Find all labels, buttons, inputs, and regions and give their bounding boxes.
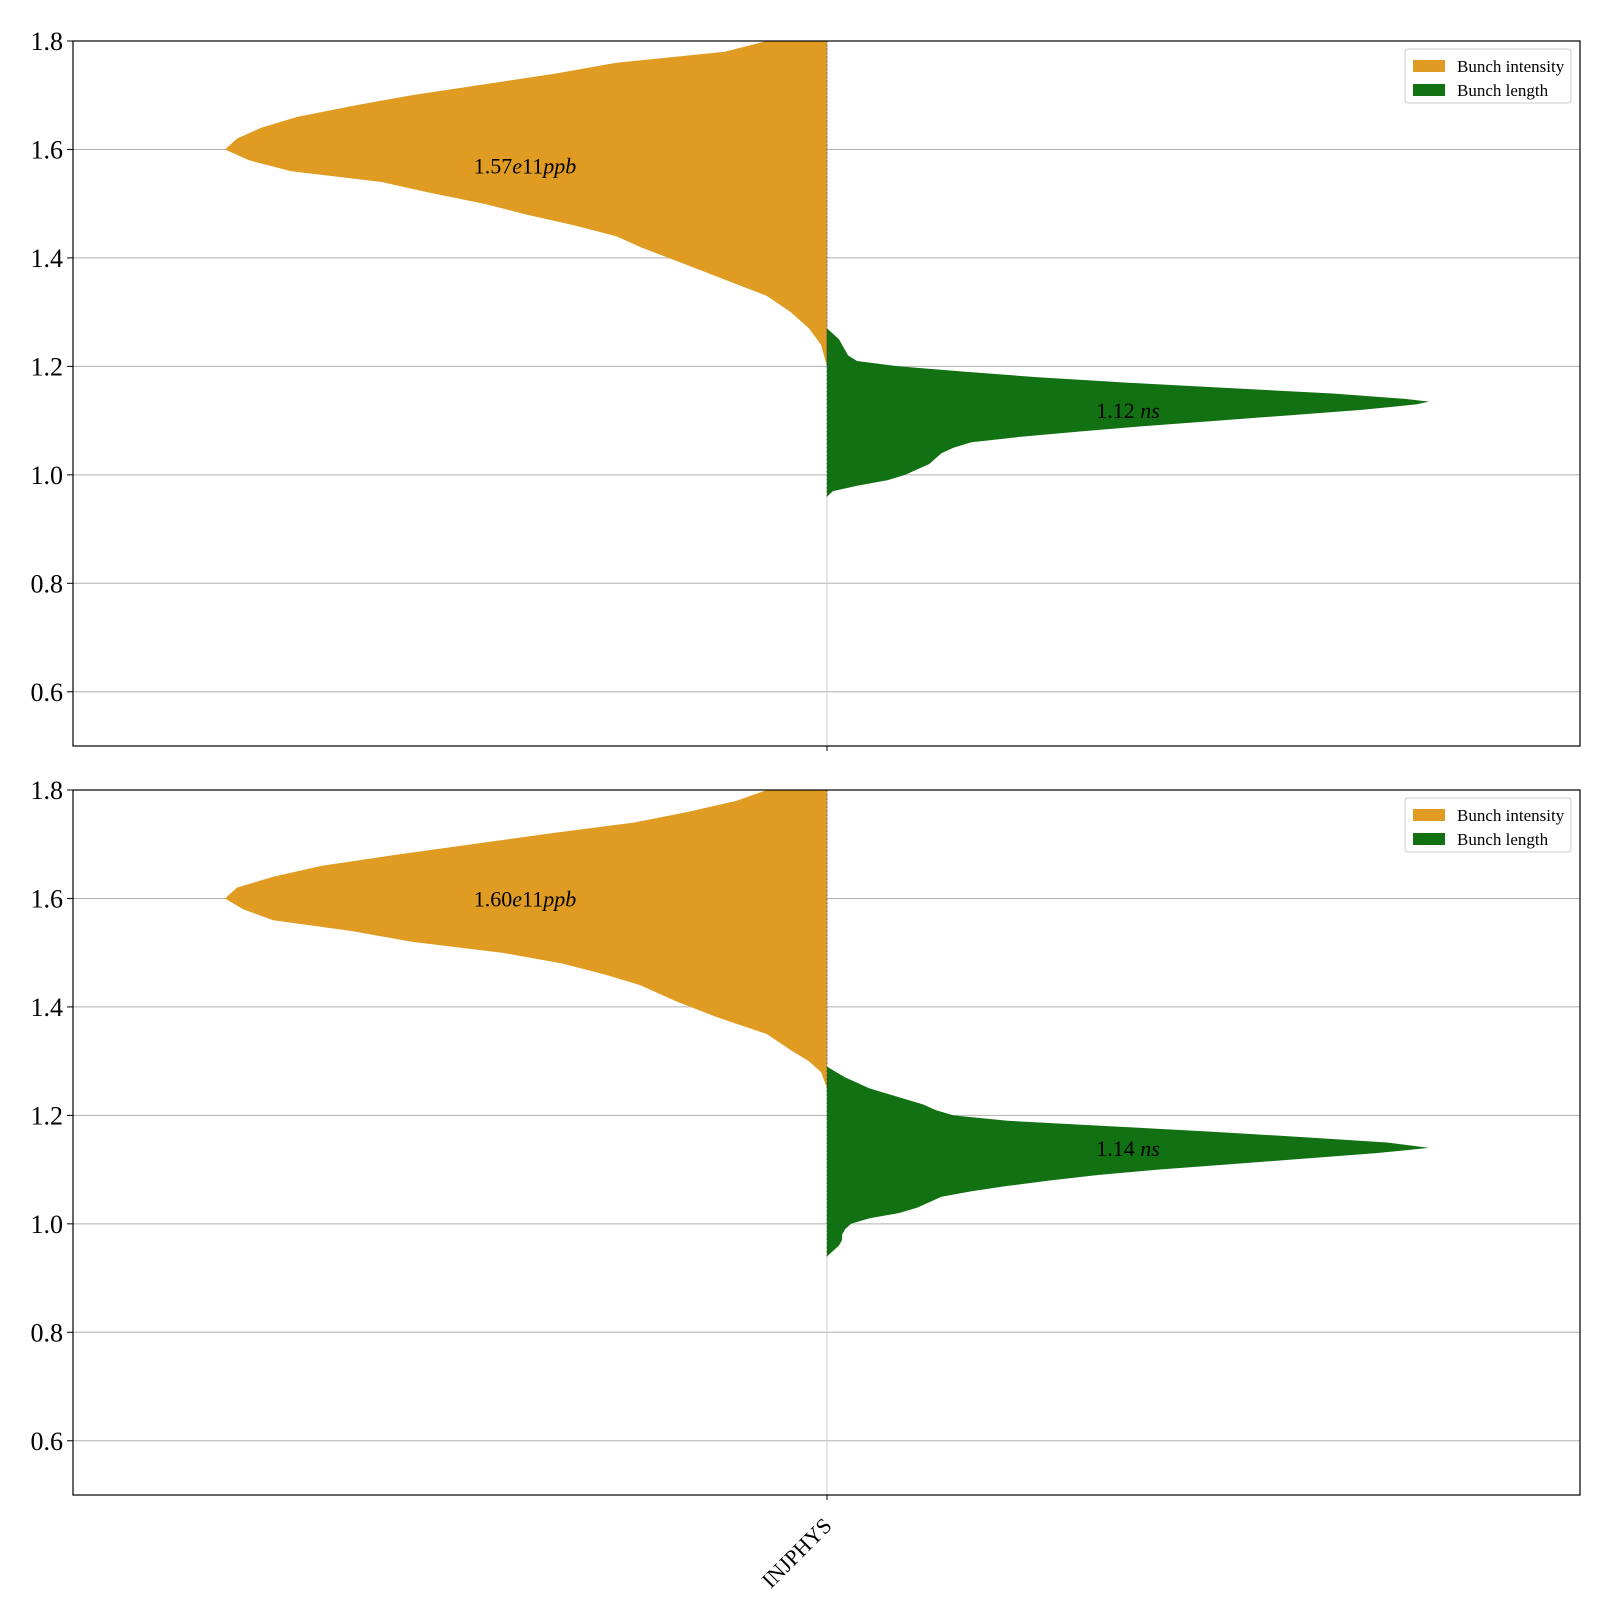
annotation-unit: ppb bbox=[541, 154, 576, 179]
annotation-unit: ppb bbox=[541, 886, 576, 911]
annotation-value: 1.60 bbox=[474, 886, 513, 911]
annotation-exponent-number: 11 bbox=[522, 154, 543, 179]
annotation-bunch-length: 1.14 ns bbox=[1096, 1136, 1160, 1161]
y-tick-label: 0.6 bbox=[31, 678, 64, 707]
annotation-exponent: e bbox=[512, 886, 522, 911]
violin-bunch-length bbox=[827, 328, 1429, 497]
plot-area bbox=[225, 41, 1429, 497]
annotation-unit: ns bbox=[1140, 1136, 1160, 1161]
annotation-value: 1.14 bbox=[1096, 1136, 1140, 1161]
annotation-value: 1.57 bbox=[474, 154, 513, 179]
legend-label: Bunch length bbox=[1457, 830, 1549, 849]
y-tick-label: 0.6 bbox=[31, 1427, 64, 1456]
y-tick-label: 1.2 bbox=[31, 1101, 64, 1130]
y-tick-label: 1.4 bbox=[31, 244, 64, 273]
y-tick-label: 0.8 bbox=[31, 1318, 64, 1347]
violin-bunch-length bbox=[827, 1066, 1429, 1257]
y-tick-label: 1.8 bbox=[31, 776, 64, 805]
legend-swatch bbox=[1413, 833, 1445, 845]
legend-label: Bunch intensity bbox=[1457, 806, 1565, 825]
annotation-bunch-intensity: 1.57e11ppb bbox=[474, 154, 576, 179]
y-tick-label: 1.8 bbox=[31, 27, 64, 56]
y-tick-label: 1.6 bbox=[31, 884, 64, 913]
annotation-bunch-intensity: 1.60e11ppb bbox=[474, 886, 576, 911]
violin-bunch-intensity bbox=[225, 790, 827, 1089]
y-tick-label: 1.0 bbox=[31, 1210, 64, 1239]
legend-swatch bbox=[1413, 809, 1445, 821]
annotation-unit: ns bbox=[1140, 398, 1160, 423]
y-tick-label: 1.6 bbox=[31, 135, 64, 164]
legend-label: Bunch length bbox=[1457, 81, 1549, 100]
annotation-value: 1.12 bbox=[1096, 398, 1140, 423]
annotation-exponent: e bbox=[512, 154, 522, 179]
annotation-exponent-number: 11 bbox=[522, 886, 543, 911]
y-tick-label: 0.8 bbox=[31, 569, 64, 598]
legend-box bbox=[1404, 797, 1572, 853]
y-tick-label: 1.4 bbox=[31, 993, 64, 1022]
x-category-label: INJPHYS bbox=[757, 1513, 837, 1593]
y-tick-label: 1.0 bbox=[31, 461, 64, 490]
legend-swatch bbox=[1413, 60, 1445, 72]
legend-label: Bunch intensity bbox=[1457, 57, 1565, 76]
legend-swatch bbox=[1413, 84, 1445, 96]
panel-1: 0.6 0.8 1.0 1.2 1.4 1.6 1.8 1.57e11ppb 1.12 ns Bu… bbox=[31, 27, 1581, 751]
violin-bunch-intensity bbox=[225, 41, 827, 367]
y-tick-label: 1.2 bbox=[31, 352, 64, 381]
annotation-bunch-length: 1.12 ns bbox=[1096, 398, 1160, 423]
plot-area bbox=[225, 790, 1429, 1257]
legend-box bbox=[1404, 48, 1572, 104]
panel-2: 0.6 0.8 1.0 1.2 1.4 1.6 1.8 1.60e11ppb 1.14 ns Bu… bbox=[31, 776, 1581, 1593]
